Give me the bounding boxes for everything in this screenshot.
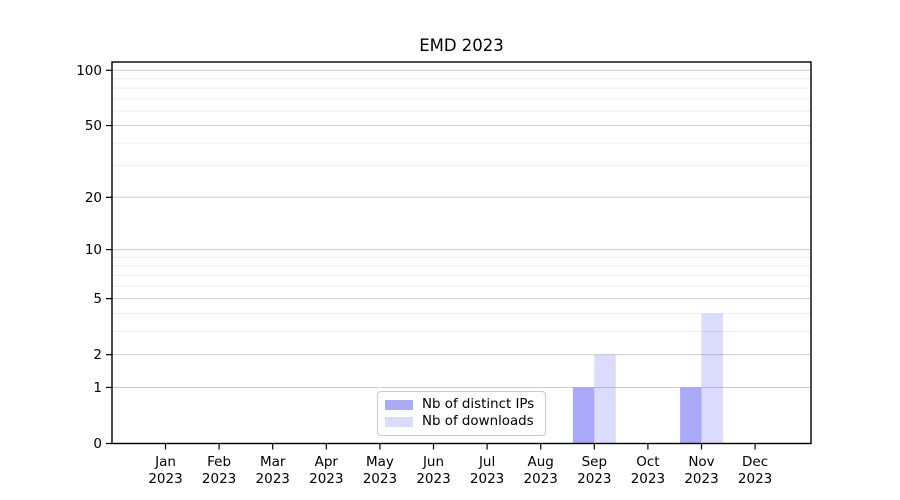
x-tick-label-year: 2023: [202, 471, 236, 487]
x-tick-label-month: Feb: [207, 454, 231, 470]
x-tick-label-year: 2023: [309, 471, 343, 487]
legend-item-downloads: Nb of downloads: [385, 414, 539, 430]
y-tick-label: 100: [76, 63, 102, 79]
x-tick-label-month: Dec: [742, 454, 768, 470]
x-tick-label-year: 2023: [738, 471, 772, 487]
x-tick-label-month: Jun: [422, 454, 444, 470]
legend-label-downloads: Nb of downloads: [422, 414, 534, 430]
y-tick-label: 10: [85, 242, 102, 258]
y-tick-label: 1: [93, 380, 102, 396]
x-tick-label-month: Sep: [582, 454, 607, 470]
bar-downloads-sep: [594, 354, 616, 444]
x-tick-label-year: 2023: [256, 471, 290, 487]
x-tick-label-year: 2023: [684, 471, 718, 487]
y-tick-label: 5: [93, 291, 102, 307]
x-tick-label-year: 2023: [524, 471, 558, 487]
legend-swatch-distinct-ips: [385, 400, 413, 411]
x-tick-label-month: Jul: [478, 454, 495, 470]
x-tick-label-year: 2023: [577, 471, 611, 487]
y-tick-label: 0: [93, 436, 102, 452]
legend: Nb of distinct IPs Nb of downloads: [377, 391, 546, 436]
x-tick-label-month: Jan: [154, 454, 176, 470]
x-tick-label-year: 2023: [416, 471, 450, 487]
x-tick-label-year: 2023: [148, 471, 182, 487]
legend-item-distinct-ips: Nb of distinct IPs: [385, 397, 539, 413]
legend-label-distinct-ips: Nb of distinct IPs: [422, 397, 535, 413]
legend-swatch-downloads: [385, 416, 413, 427]
x-tick-label-month: Mar: [260, 454, 286, 470]
x-tick-label-month: Oct: [636, 454, 659, 470]
x-tick-label-month: Aug: [528, 454, 554, 470]
x-tick-label-month: Apr: [315, 454, 339, 470]
bar-downloads-nov: [701, 313, 723, 444]
chart-title: EMD 2023: [419, 36, 504, 55]
y-tick-label: 20: [85, 190, 102, 206]
y-tick-label: 2: [93, 347, 102, 363]
x-tick-label-year: 2023: [363, 471, 397, 487]
bar-distinct-ips-nov: [680, 387, 702, 444]
bar-distinct-ips-sep: [572, 387, 595, 444]
x-tick-label-year: 2023: [631, 471, 665, 487]
x-tick-label-month: May: [366, 454, 394, 470]
x-tick-label-month: Nov: [688, 454, 714, 470]
x-tick-label-year: 2023: [470, 471, 504, 487]
y-tick-label: 50: [85, 118, 102, 134]
axes-frame: [111, 61, 812, 445]
